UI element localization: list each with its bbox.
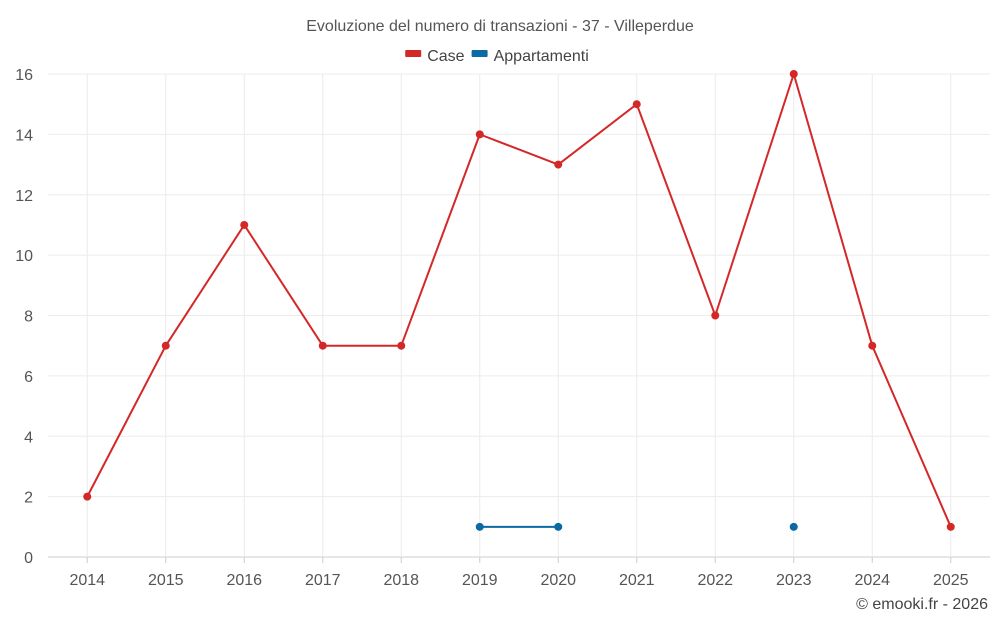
- data-point: [475, 130, 484, 139]
- data-point: [161, 341, 170, 350]
- x-tick-label: 2020: [540, 572, 576, 589]
- data-point: [318, 341, 327, 350]
- data-point: [868, 341, 877, 350]
- legend-label: Case: [427, 48, 464, 65]
- x-tick-label: 2017: [305, 572, 341, 589]
- y-tick-label: 4: [24, 429, 33, 446]
- credit-text: © emooki.fr - 2026: [856, 596, 988, 613]
- chart-title: Evoluzione del numero di transazioni - 3…: [306, 18, 694, 35]
- y-tick-label: 16: [15, 67, 33, 84]
- data-point: [83, 492, 92, 501]
- gridlines: [48, 73, 990, 558]
- legend-item-appartamenti: Appartamenti: [471, 48, 589, 65]
- x-tick-label: 2022: [697, 572, 733, 589]
- x-tick-label: 2021: [619, 572, 655, 589]
- data-point: [240, 220, 249, 229]
- legend-swatch: [405, 50, 422, 57]
- y-tick-label: 12: [15, 188, 33, 205]
- data-point: [554, 522, 563, 531]
- data-point: [397, 341, 406, 350]
- x-tick-label: 2024: [854, 572, 890, 589]
- series-appartamenti: [475, 522, 798, 531]
- data-point: [475, 522, 484, 531]
- x-axis: 2014 2015 2016 2017 2018 2019 2020 2021 2022 2023…: [69, 557, 969, 589]
- series-case: [83, 70, 955, 531]
- y-tick-label: 2: [24, 490, 33, 507]
- data-point: [554, 160, 563, 169]
- x-tick-label: 2016: [226, 572, 262, 589]
- series-layer: [83, 70, 955, 531]
- y-tick-label: 14: [15, 127, 33, 144]
- y-tick-label: 0: [24, 550, 33, 567]
- data-point: [632, 100, 641, 109]
- legend: Case Appartamenti: [405, 48, 589, 65]
- data-point: [789, 70, 798, 78]
- data-point: [946, 522, 955, 531]
- data-point: [711, 311, 720, 320]
- x-tick-label: 2025: [933, 572, 969, 589]
- y-tick-label: 8: [24, 309, 33, 326]
- y-tick-label: 10: [15, 248, 33, 265]
- x-tick-label: 2014: [69, 572, 105, 589]
- legend-item-case: Case: [405, 48, 465, 65]
- x-tick-label: 2019: [462, 572, 498, 589]
- x-tick-label: 2015: [148, 572, 184, 589]
- y-tick-label: 6: [24, 369, 33, 386]
- legend-label: Appartamenti: [494, 48, 589, 65]
- series-line: [86, 73, 952, 528]
- legend-swatch: [471, 50, 488, 57]
- data-point: [789, 522, 798, 531]
- y-axis: 0 2 4 6 8 10 12 14 16: [15, 67, 33, 567]
- x-tick-label: 2023: [776, 572, 812, 589]
- x-tick-label: 2018: [383, 572, 419, 589]
